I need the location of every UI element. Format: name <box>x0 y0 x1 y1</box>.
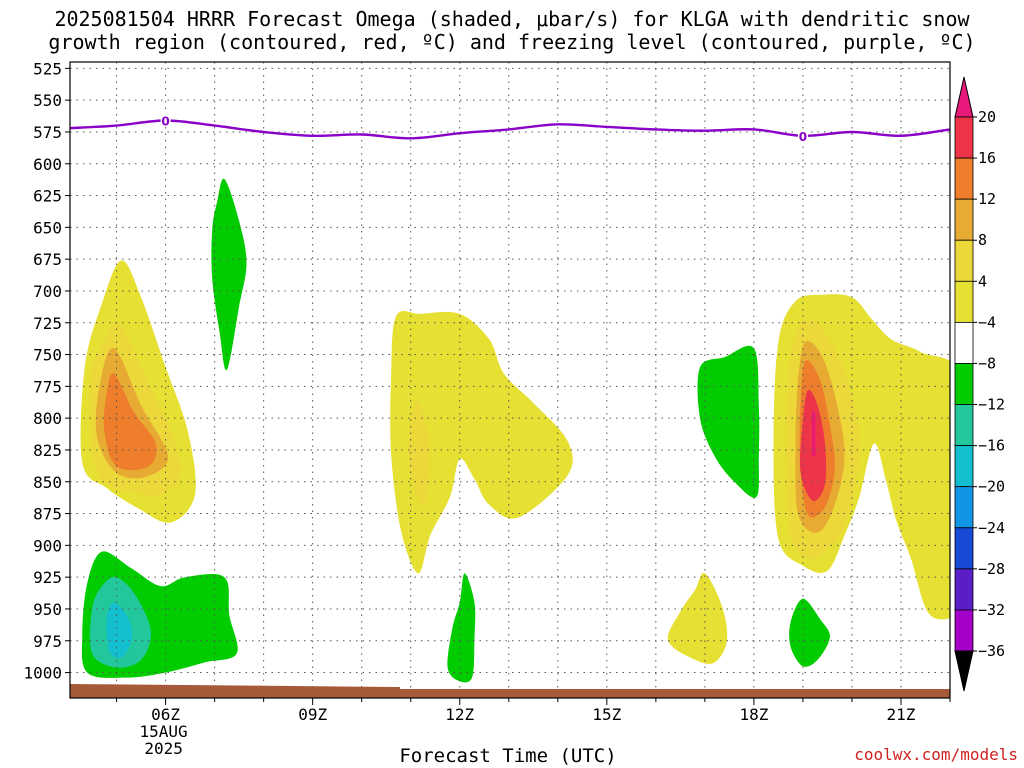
omega-region-16 <box>447 573 476 683</box>
y-tick-label-900: 900 <box>33 536 62 555</box>
colorbar-swatch-12 <box>954 609 974 652</box>
y-tick-label-775: 775 <box>33 377 62 396</box>
omega-region-5 <box>408 401 431 505</box>
colorbar-swatch-4 <box>954 280 974 323</box>
colorbar-label-5: −4 <box>978 313 996 331</box>
colorbar-label-8: −16 <box>978 437 1005 455</box>
colorbar-label-13: −36 <box>978 642 1005 660</box>
x-tick-label-15Z: 15Z <box>592 705 621 724</box>
omega-region-14 <box>106 602 132 658</box>
freezing-label-0: 0 <box>161 115 169 129</box>
freezing-label-bg-1 <box>797 128 808 142</box>
chart-title: 2025081504 HRRR Forecast Omega (shaded, … <box>48 7 976 54</box>
colorbar-label-12: −32 <box>978 601 1005 619</box>
x-tick-label-06Z: 06Z <box>151 705 180 724</box>
y-tick-label-625: 625 <box>33 187 62 206</box>
x-tick-label-09Z: 09Z <box>298 705 327 724</box>
x-axis-label: Forecast Time (UTC) <box>399 745 617 767</box>
y-tick-label-925: 925 <box>33 568 62 587</box>
colorbar-label-0: 20 <box>978 108 996 126</box>
ground-fill <box>70 684 950 698</box>
y-tick-label-825: 825 <box>33 441 62 460</box>
colorbar-label-11: −28 <box>978 560 1005 578</box>
y-tick-label-750: 750 <box>33 346 62 365</box>
x-date-label-1: 2025 <box>144 739 183 758</box>
colorbar-label-7: −12 <box>978 396 1005 414</box>
colorbar-swatch-7 <box>954 404 974 447</box>
x-tick-label-12Z: 12Z <box>445 705 474 724</box>
y-tick-label-725: 725 <box>33 314 62 333</box>
colorbar-label-9: −20 <box>978 478 1005 496</box>
y-tick-label-950: 950 <box>33 600 62 619</box>
colorbar: 20 16 12 8 4 −4 −8 −12 −16 −20 −24 −28 −32 −36 <box>954 76 1005 692</box>
y-tick-label-550: 550 <box>33 91 62 110</box>
colorbar-label-10: −24 <box>978 519 1005 537</box>
y-tick-label-650: 650 <box>33 218 62 237</box>
colorbar-label-4: 4 <box>978 272 987 290</box>
y-tick-label-700: 700 <box>33 282 62 301</box>
plot-frame <box>69 61 951 699</box>
colorbar-label-3: 8 <box>978 231 987 249</box>
watermark: coolwx.com/models <box>854 745 1018 764</box>
omega-region-4 <box>390 311 573 574</box>
y-tick-label-675: 675 <box>33 250 62 269</box>
colorbar-bottom-cap <box>954 650 974 692</box>
colorbar-swatch-11 <box>954 568 974 611</box>
colorbar-label-2: 12 <box>978 190 996 208</box>
colorbar-label-1: 16 <box>978 149 996 167</box>
x-date-label-0: 15AUG <box>140 722 188 741</box>
y-tick-label-975: 975 <box>33 632 62 651</box>
freezing-label-bg-0 <box>160 113 171 127</box>
freezing-level-contour: 00 <box>70 113 950 144</box>
colorbar-swatch-9 <box>954 486 974 529</box>
colorbar-swatch-3 <box>954 239 974 282</box>
colorbar-swatch-5 <box>954 321 974 364</box>
y-tick-label-525: 525 <box>33 59 62 78</box>
omega-region-18 <box>789 598 830 667</box>
y-tick-label-800: 800 <box>33 409 62 428</box>
omega-region-17 <box>697 345 760 498</box>
freezing-label-1: 0 <box>799 130 807 144</box>
colorbar-swatch-6 <box>954 363 974 405</box>
colorbar-swatch-8 <box>954 445 974 488</box>
y-tick-label-850: 850 <box>33 473 62 492</box>
omega-region-11 <box>667 572 728 664</box>
y-tick-label-600: 600 <box>33 155 62 174</box>
x-tick-label-21Z: 21Z <box>887 705 916 724</box>
y-tick-label-575: 575 <box>33 123 62 142</box>
y-tick-label-875: 875 <box>33 505 62 524</box>
colorbar-swatch-2 <box>954 198 974 241</box>
colorbar-swatch-0 <box>954 116 974 159</box>
y-tick-label-1000: 1000 <box>23 664 62 683</box>
y-axis: 525 550 575 600 625 650 675 700 725 750 775 800 825 8… <box>23 59 70 683</box>
omega-shaded-regions <box>80 178 950 683</box>
colorbar-label-6: −8 <box>978 354 996 372</box>
colorbar-swatch-10 <box>954 527 974 570</box>
x-tick-label-18Z: 18Z <box>739 705 768 724</box>
omega-max-marker <box>812 411 816 457</box>
ground-band <box>70 684 950 698</box>
colorbar-swatch-1 <box>954 157 974 200</box>
